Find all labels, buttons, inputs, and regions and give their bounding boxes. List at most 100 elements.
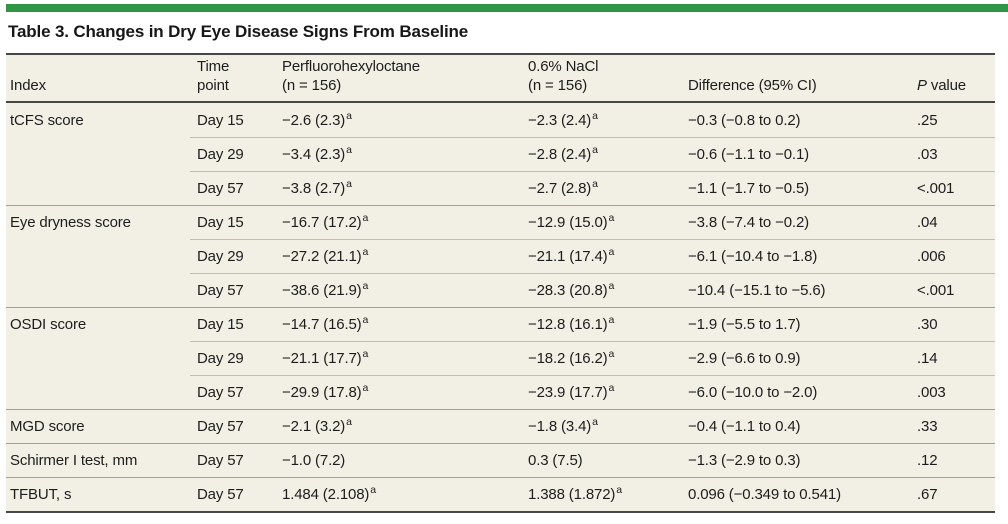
cell-difference: −0.3 (−0.8 to 0.2): [688, 112, 801, 129]
cell-index: [6, 273, 190, 307]
cell-p-value: .30: [917, 307, 995, 341]
cell-p-value: .006: [917, 239, 995, 273]
cell-p-value: .14: [917, 341, 995, 375]
cell-nacl: −2.3 (2.4) a: [528, 109, 598, 129]
header-nacl-line1: 0.6% NaCl: [528, 58, 599, 75]
cell-time-point: Day 29: [190, 137, 282, 171]
cell-index: Eye dryness score: [6, 205, 190, 239]
cell-time-point: Day 15: [190, 205, 282, 239]
cell-perfluorohexyloctane: −3.4 (2.3) a: [282, 137, 528, 171]
cell-index: [6, 341, 190, 375]
cell-nacl: −2.7 (2.8) a: [528, 171, 688, 205]
cell-difference: −2.9 (−6.6 to 0.9): [688, 341, 917, 375]
cell-nacl: −12.9 (15.0) a: [528, 205, 688, 239]
table-row: Day 29 −3.4 (2.3) a −2.8 (2.4) a −0.6 (−1.…: [6, 137, 995, 171]
cell-p-value: .003: [917, 375, 995, 409]
cell-index: tCFS score: [10, 112, 84, 129]
cell-perfluorohexyloctane: −1.0 (7.2): [282, 443, 528, 477]
cell-time-point: Day 57: [190, 443, 282, 477]
cell-nacl: −18.2 (16.2) a: [528, 341, 688, 375]
cell-time-point: Day 57: [190, 477, 282, 511]
cell-index: [6, 375, 190, 409]
cell-perfluorohexyloctane: −2.6 (2.3) a: [282, 109, 352, 129]
table-row: Day 57 −29.9 (17.8) a −23.9 (17.7) a −6.0 …: [6, 375, 995, 409]
cell-p-value: <.001: [917, 171, 995, 205]
cell-difference: −0.4 (−1.1 to 0.4): [688, 409, 917, 443]
cell-nacl: −1.8 (3.4) a: [528, 409, 688, 443]
cell-difference: 0.096 (−0.349 to 0.541): [688, 477, 917, 511]
cell-nacl: −21.1 (17.4) a: [528, 239, 688, 273]
table-header-row: Index Time point Perfluorohexyloctane (n…: [6, 55, 995, 103]
table-row: OSDI score Day 15 −14.7 (16.5) a −12.8 (1…: [6, 307, 995, 341]
cell-index: OSDI score: [6, 307, 190, 341]
cell-time-point: Day 57: [190, 273, 282, 307]
table-body: tCFS score Day 15 −2.6 (2.3) a −2.3 (2.4)…: [6, 103, 995, 511]
data-table: Index Time point Perfluorohexyloctane (n…: [6, 53, 995, 513]
cell-difference: −3.8 (−7.4 to −0.2): [688, 205, 917, 239]
cell-time-point: Day 15: [197, 112, 244, 129]
table-row: Day 57 −38.6 (21.9) a −28.3 (20.8) a −10.4…: [6, 273, 995, 307]
header-nacl-line2: (n = 156): [528, 77, 588, 94]
cell-time-point: Day 29: [190, 341, 282, 375]
table-row: Day 57 −3.8 (2.7) a −2.7 (2.8) a −1.1 (−1.…: [6, 171, 995, 205]
header-index: Index: [10, 77, 46, 94]
cell-nacl: −2.8 (2.4) a: [528, 137, 688, 171]
header-nacl: 0.6% NaCl (n = 156): [528, 57, 688, 95]
cell-perfluorohexyloctane: −16.7 (17.2) a: [282, 205, 528, 239]
cell-perfluorohexyloctane: 1.484 (2.108) a: [282, 477, 528, 511]
cell-index: [6, 239, 190, 273]
cell-perfluorohexyloctane: −29.9 (17.8) a: [282, 375, 528, 409]
table-row: tCFS score Day 15 −2.6 (2.3) a −2.3 (2.4)…: [6, 103, 995, 137]
cell-p-value: .12: [917, 443, 995, 477]
cell-time-point: Day 29: [190, 239, 282, 273]
header-time-point: Time point: [190, 57, 282, 95]
cell-difference: −6.1 (−10.4 to −1.8): [688, 239, 917, 273]
cell-index: MGD score: [6, 409, 190, 443]
header-perfluorohexyloctane: Perfluorohexyloctane (n = 156): [282, 57, 528, 95]
table-row: TFBUT, s Day 57 1.484 (2.108) a 1.388 (1.…: [6, 477, 995, 511]
table-row: Eye dryness score Day 15 −16.7 (17.2) a −…: [6, 205, 995, 239]
cell-p-value: .04: [917, 205, 995, 239]
cell-p-value: .67: [917, 477, 995, 511]
cell-difference: −1.1 (−1.7 to −0.5): [688, 171, 917, 205]
cell-nacl: −28.3 (20.8) a: [528, 273, 688, 307]
cell-index: [6, 171, 190, 205]
accent-bar: [6, 4, 1008, 12]
cell-perfluorohexyloctane: −21.1 (17.7) a: [282, 341, 528, 375]
cell-index: [6, 137, 190, 171]
cell-difference: −6.0 (−10.0 to −2.0): [688, 375, 917, 409]
cell-difference: −0.6 (−1.1 to −0.1): [688, 137, 917, 171]
header-p-value-rest: value: [926, 77, 966, 94]
header-perfluorohexyloctane-line1: Perfluorohexyloctane: [282, 58, 420, 75]
cell-perfluorohexyloctane: −27.2 (21.1) a: [282, 239, 528, 273]
header-time-point-line1: Time: [197, 58, 230, 75]
cell-perfluorohexyloctane: −14.7 (16.5) a: [282, 307, 528, 341]
cell-nacl: 1.388 (1.872) a: [528, 477, 688, 511]
cell-time-point: Day 57: [190, 171, 282, 205]
table-row: Schirmer I test, mm Day 57 −1.0 (7.2) 0.…: [6, 443, 995, 477]
cell-perfluorohexyloctane: −2.1 (3.2) a: [282, 409, 528, 443]
header-p-value-italic: P: [917, 77, 927, 94]
cell-index: TFBUT, s: [6, 477, 190, 511]
table-row: MGD score Day 57 −2.1 (3.2) a −1.8 (3.4) a…: [6, 409, 995, 443]
cell-index: Schirmer I test, mm: [6, 443, 190, 477]
table-title: Table 3. Changes in Dry Eye Disease Sign…: [8, 22, 469, 41]
cell-perfluorohexyloctane: −38.6 (21.9) a: [282, 273, 528, 307]
header-p-value: P value: [917, 76, 995, 95]
cell-p-value: .33: [917, 409, 995, 443]
table-row: Day 29 −21.1 (17.7) a −18.2 (16.2) a −2.9 …: [6, 341, 995, 375]
table-row: Day 29 −27.2 (21.1) a −21.1 (17.4) a −6.1 …: [6, 239, 995, 273]
cell-p-value: <.001: [917, 273, 995, 307]
table-figure: Table 3. Changes in Dry Eye Disease Sign…: [6, 4, 1008, 513]
cell-nacl: −23.9 (17.7) a: [528, 375, 688, 409]
cell-difference: −1.9 (−5.5 to 1.7): [688, 307, 917, 341]
header-time-point-line2: point: [197, 77, 229, 94]
cell-difference: −10.4 (−15.1 to −5.6): [688, 273, 917, 307]
cell-nacl: 0.3 (7.5): [528, 443, 688, 477]
cell-perfluorohexyloctane: −3.8 (2.7) a: [282, 171, 528, 205]
cell-nacl: −12.8 (16.1) a: [528, 307, 688, 341]
cell-p-value: .25: [917, 112, 938, 129]
cell-p-value: .03: [917, 137, 995, 171]
header-perfluorohexyloctane-line2: (n = 156): [282, 77, 342, 94]
cell-time-point: Day 15: [190, 307, 282, 341]
